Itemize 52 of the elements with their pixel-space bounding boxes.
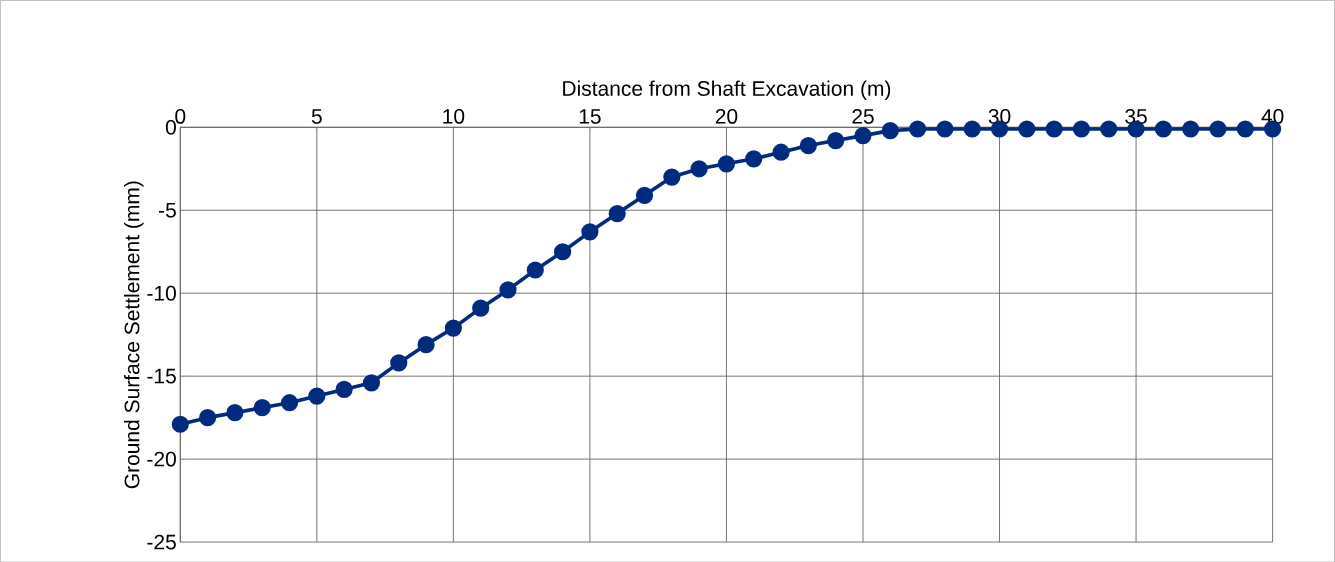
- point: [362, 373, 381, 392]
- point: [799, 136, 817, 154]
- x-tick-label: 20: [715, 108, 738, 124]
- point: [1182, 120, 1200, 138]
- point: [581, 223, 599, 241]
- point: [526, 261, 544, 279]
- point: [1100, 120, 1118, 138]
- point: [936, 120, 954, 138]
- x-axis-title: Distance from Shaft Excavation (m): [563, 80, 891, 100]
- point: [663, 168, 681, 186]
- x-tick-label: 5: [311, 108, 322, 124]
- point: [1018, 120, 1036, 138]
- y-tick-label: -5: [159, 202, 176, 218]
- point: [417, 335, 435, 354]
- point: [772, 143, 790, 161]
- x-tick-label: 0: [175, 108, 186, 124]
- point: [1209, 120, 1227, 138]
- point: [1236, 120, 1254, 138]
- y-tick-label: 0: [165, 119, 176, 135]
- point: [963, 120, 981, 138]
- y-tick-label: -10: [147, 285, 176, 301]
- point: [909, 120, 927, 138]
- point: [499, 281, 517, 299]
- point: [171, 415, 189, 433]
- point: [472, 299, 490, 317]
- point: [280, 393, 299, 412]
- point: [881, 121, 899, 140]
- y-tick-label: -25: [147, 534, 176, 550]
- point: [1045, 120, 1063, 138]
- point: [308, 387, 326, 405]
- point: [854, 126, 872, 144]
- y-axis-title: Ground Surface Settlement (mm): [124, 181, 144, 488]
- point: [745, 150, 763, 168]
- point: [335, 380, 353, 398]
- y-tick-label: -20: [147, 451, 176, 467]
- y-tick-label: -15: [147, 368, 176, 384]
- x-tick-label: 25: [852, 108, 874, 124]
- point: [199, 408, 217, 427]
- point: [827, 131, 845, 149]
- point: [253, 398, 271, 417]
- x-tick-label: 10: [443, 108, 465, 124]
- point: [554, 242, 572, 261]
- point: [608, 204, 626, 222]
- point: [717, 155, 736, 173]
- point: [390, 354, 408, 372]
- point: [444, 319, 462, 337]
- point: [690, 159, 708, 178]
- point: [635, 186, 654, 204]
- point: [1154, 120, 1172, 138]
- x-tick-label: 15: [579, 108, 601, 124]
- point: [1072, 120, 1091, 138]
- point: [226, 403, 244, 422]
